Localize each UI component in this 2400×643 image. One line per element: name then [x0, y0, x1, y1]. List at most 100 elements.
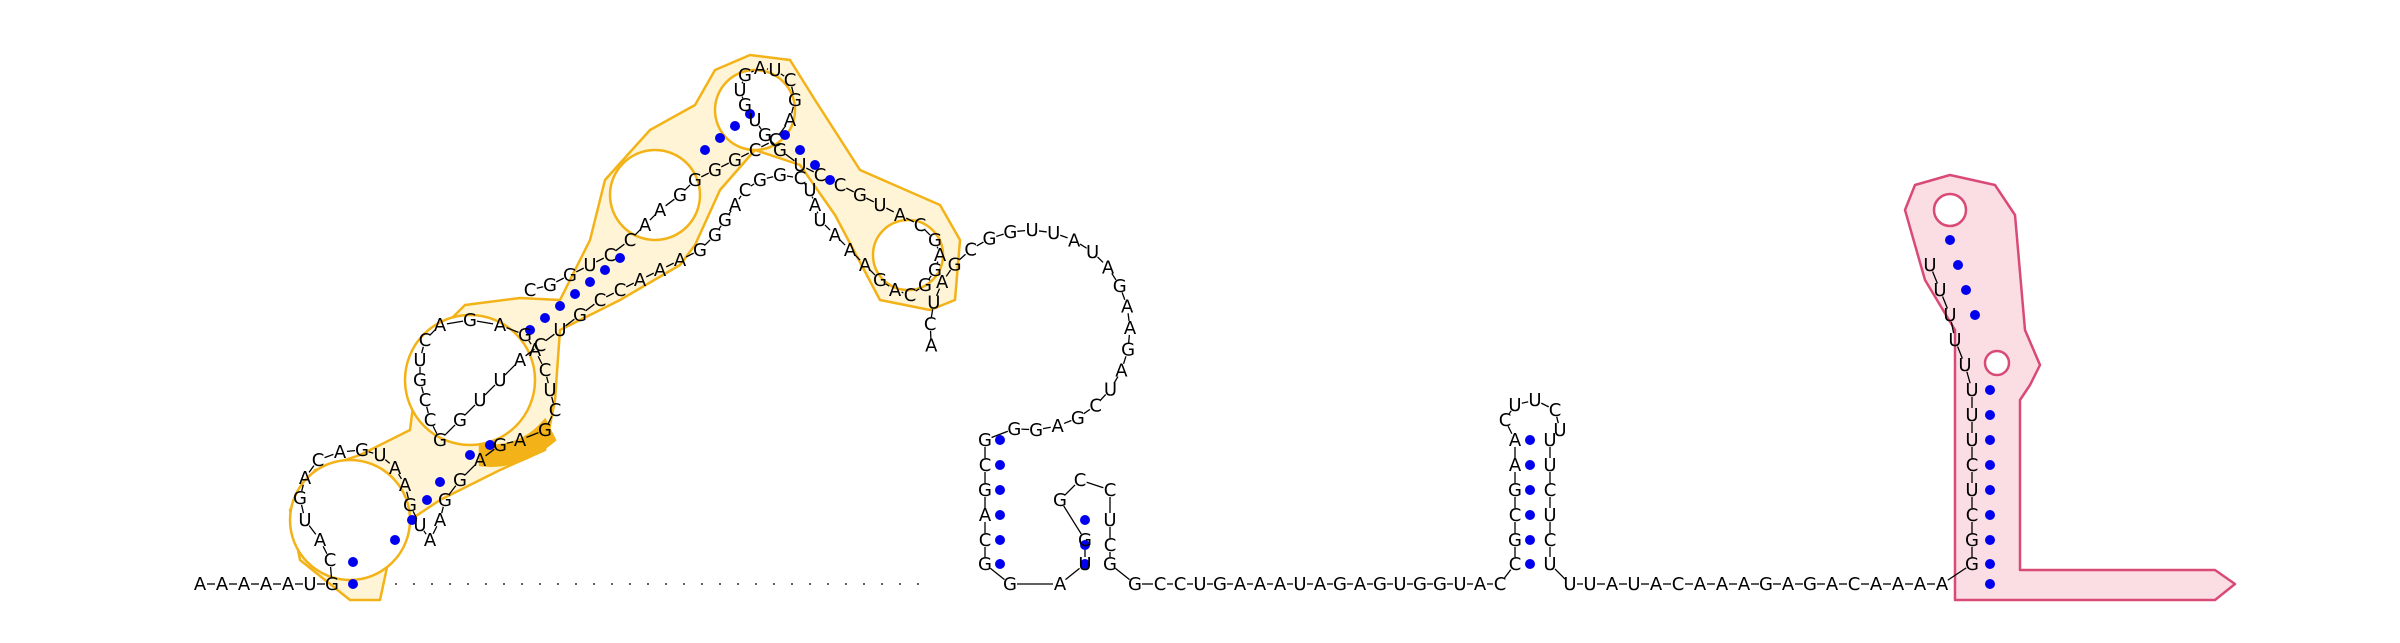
- backbone-link: [758, 125, 762, 130]
- nucleotide: G: [978, 480, 992, 501]
- nucleotide: G: [563, 265, 577, 286]
- nucleotide: A: [1115, 360, 1128, 381]
- base-pair-dot: [1985, 485, 1995, 495]
- backbone-link: [1950, 321, 1955, 334]
- nucleotide: C: [1509, 505, 1522, 526]
- pink-loop-top: [1932, 192, 1968, 228]
- nucleotide: U: [1543, 554, 1556, 575]
- backbone-link: [869, 269, 876, 276]
- yellow-loop-3: [608, 148, 702, 242]
- backbone-link: [915, 288, 920, 292]
- nucleotide: A: [282, 574, 295, 595]
- backbone-link: [936, 246, 939, 249]
- backbone-link: [1042, 426, 1051, 430]
- nucleotide: A: [1354, 574, 1367, 595]
- backbone-link: [1063, 419, 1072, 425]
- nucleotide: G: [1803, 574, 1817, 595]
- base-pair-dot: [348, 557, 358, 567]
- nucleotide: C: [1544, 480, 1557, 501]
- nucleotide: U: [413, 350, 426, 371]
- nucleotide: G: [1103, 554, 1117, 575]
- backbone-link: [346, 449, 356, 453]
- nucleotide: G: [688, 170, 702, 191]
- backbone-link: [785, 153, 795, 162]
- yellow-loop-2: [403, 313, 537, 447]
- backbone-link: [1063, 505, 1082, 535]
- nucleotide: G: [773, 140, 787, 161]
- backbone-link: [816, 211, 819, 214]
- nucleotide: U: [1553, 420, 1566, 441]
- base-pair-dot: [525, 325, 535, 335]
- backbone-link: [741, 81, 744, 84]
- nucleotide: A: [754, 58, 767, 79]
- backbone-link: [780, 73, 785, 77]
- nucleotide: U: [1627, 574, 1640, 595]
- nucleotide: C: [1499, 410, 1512, 431]
- backbone-link: [996, 233, 1004, 238]
- backbone-link: [476, 320, 494, 325]
- backbone-link: [406, 491, 409, 499]
- backbone-link: [484, 384, 496, 396]
- backbone-link: [432, 425, 438, 435]
- nucleotide: A: [859, 255, 872, 276]
- nucleotide: U: [768, 60, 781, 81]
- base-pair-dot: [1961, 285, 1971, 295]
- backbone-link: [1947, 567, 1967, 581]
- base-pair-dot: [407, 515, 417, 525]
- nucleotide: G: [1333, 574, 1347, 595]
- nucleotide: A: [1892, 574, 1905, 595]
- nucleotide: G: [738, 95, 752, 116]
- backbone-link: [1099, 394, 1107, 401]
- nucleotide: C: [539, 360, 552, 381]
- nucleotide: G: [728, 150, 742, 171]
- nucleotide: G: [1053, 490, 1067, 511]
- base-pair-dot: [780, 130, 790, 140]
- nucleotide: C: [1544, 530, 1557, 551]
- nucleotide: U: [1948, 330, 1961, 351]
- backbone-link: [824, 224, 831, 231]
- backbone-link: [839, 239, 846, 246]
- nucleotide: C: [784, 70, 797, 91]
- nucleotide: U: [1543, 505, 1556, 526]
- nucleotide: A: [1870, 574, 1883, 595]
- backbone-link: [485, 448, 495, 457]
- backbone-link: [1060, 234, 1068, 239]
- base-pair-dot: [555, 301, 565, 311]
- nucleotide: C: [914, 215, 927, 236]
- nucleotide: U: [1543, 430, 1556, 451]
- nucleotide: G: [1003, 222, 1017, 243]
- nucleotide: A: [784, 110, 797, 131]
- base-pair-dot: [1970, 310, 1980, 320]
- nucleotide: A: [674, 250, 687, 271]
- pink-loop-mid: [1983, 349, 2011, 377]
- nucleotide: G: [1071, 408, 1085, 429]
- backbone-link: [421, 386, 424, 394]
- nucleotide: C: [419, 330, 432, 351]
- base-pair-dots: [348, 109, 1995, 589]
- backbone-link: [423, 530, 427, 535]
- backbone-link: [1127, 313, 1130, 322]
- nucleotide: A: [1121, 296, 1134, 317]
- nucleotide: A: [474, 450, 487, 471]
- nucleotide: A: [936, 272, 949, 293]
- nucleotide: U: [1943, 305, 1956, 326]
- backbone-link: [741, 96, 744, 99]
- nucleotide: U: [583, 255, 596, 276]
- nucleotide: A: [1254, 574, 1267, 595]
- backbone-link: [805, 167, 815, 173]
- base-pair-dot: [1985, 510, 1995, 520]
- nucleotide: C: [834, 175, 847, 196]
- backbone-link: [930, 309, 934, 318]
- nucleotide: G: [1213, 574, 1227, 595]
- nucleotide: U: [1563, 574, 1576, 595]
- backbone-link: [1941, 296, 1949, 309]
- nucleotide: G: [853, 185, 867, 206]
- nucleotide: A: [1274, 574, 1287, 595]
- backbone-link: [546, 376, 549, 384]
- backbone-link: [649, 214, 656, 221]
- nucleotide: G: [403, 495, 417, 516]
- nucleotide: G: [413, 370, 427, 391]
- backbone-link: [766, 176, 774, 179]
- nucleotide: A: [514, 430, 527, 451]
